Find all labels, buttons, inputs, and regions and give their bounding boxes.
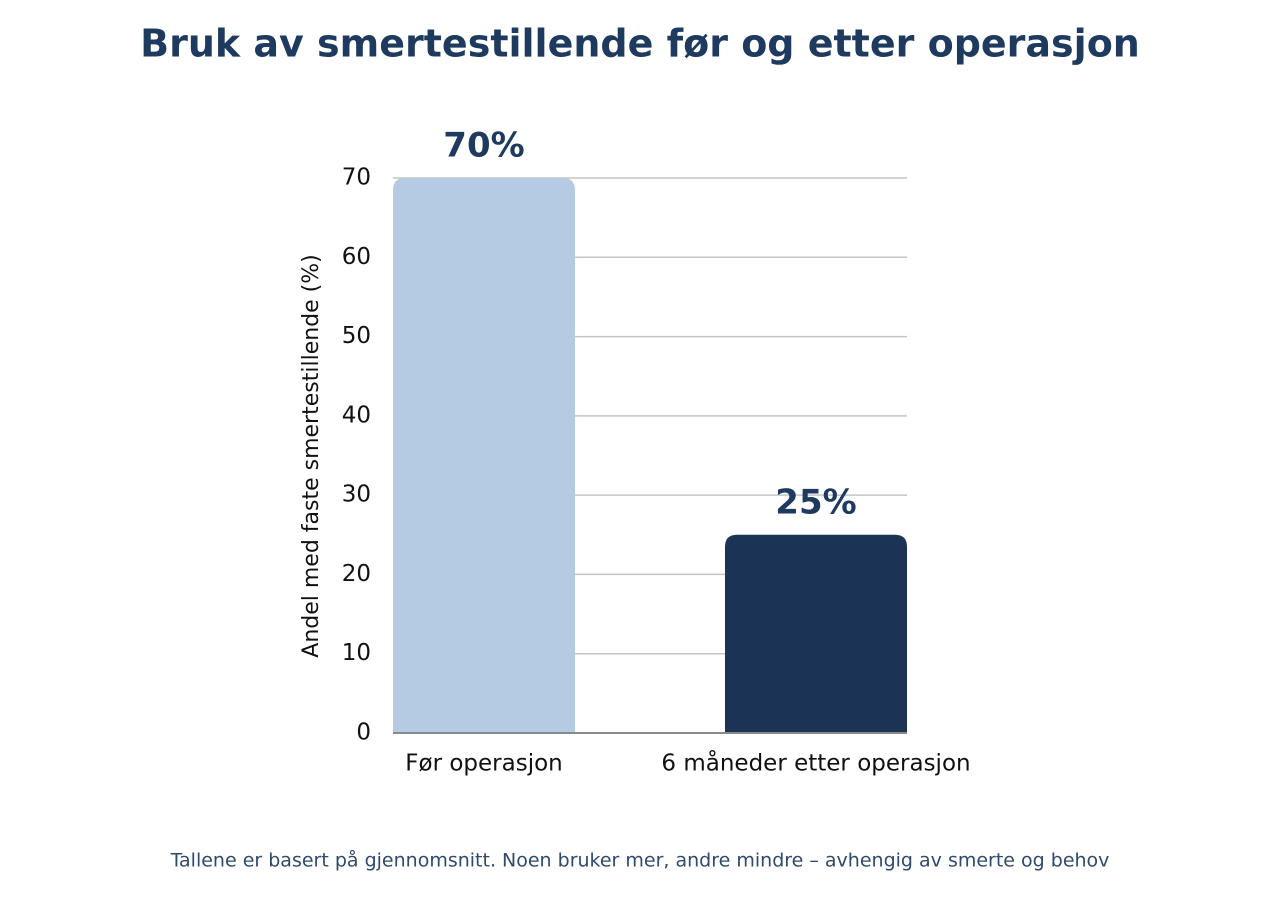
bar <box>393 178 575 733</box>
x-tick-label: Før operasjon <box>405 751 562 777</box>
y-tick-label: 60 <box>342 244 371 270</box>
y-tick-label: 30 <box>342 482 371 508</box>
y-tick-label: 40 <box>342 402 371 428</box>
y-tick-label: 50 <box>342 323 371 349</box>
y-tick-label: 10 <box>342 640 371 666</box>
chart-title: Bruk av smertestillende før og etter ope… <box>140 22 1140 66</box>
value-label: 70% <box>443 126 524 166</box>
value-label: 25% <box>775 482 856 522</box>
x-tick-label: 6 måneder etter operasjon <box>661 749 970 777</box>
y-tick-label: 70 <box>342 165 371 191</box>
y-axis-title: Andel med faste smertestillende (%) <box>299 254 324 657</box>
bar <box>725 534 907 733</box>
footnote: Tallene er basert på gjennomsnitt. Noen … <box>170 849 1110 872</box>
y-tick-label: 20 <box>342 561 371 587</box>
y-tick-label: 0 <box>356 720 371 746</box>
